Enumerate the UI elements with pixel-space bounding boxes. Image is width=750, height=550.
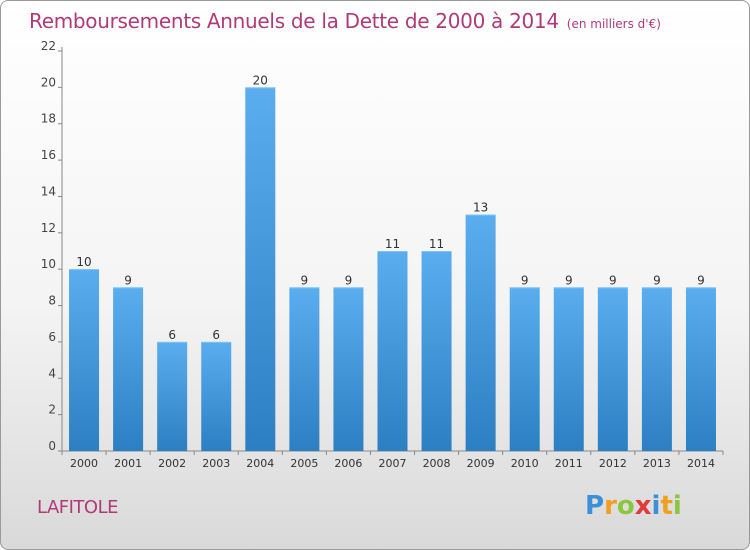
bar-value-label: 10 [76,255,91,269]
bar-value-label: 13 [473,201,488,215]
y-tick-label: 18 [41,112,56,126]
bar-value-label: 11 [429,237,444,251]
x-tick-label: 2004 [246,457,274,470]
y-tick-label: 8 [48,294,56,308]
bar-value-label: 9 [653,273,661,287]
bar-value-label: 6 [212,328,220,342]
x-tick-label: 2009 [467,457,495,470]
bars [69,87,716,451]
y-tick-label: 16 [41,148,56,162]
bar[interactable] [377,251,408,451]
chart-title: Remboursements Annuels de la Dette de 20… [29,9,661,33]
y-tick-label: 4 [48,366,56,380]
bar[interactable] [333,287,364,451]
bar-value-label: 20 [253,73,268,87]
title-unit: (en milliers d'€) [566,17,661,31]
x-tick-label: 2005 [290,457,318,470]
y-tick-label: 2 [48,403,56,417]
x-tick-label: 2006 [334,457,362,470]
logo-letter: o [616,491,635,521]
x-tick-label: 2011 [555,457,583,470]
bar-value-label: 6 [168,328,176,342]
proxiti-logo[interactable]: Proxiti [585,491,682,521]
bar-value-label: 9 [697,273,705,287]
y-tick-label: 12 [41,221,56,235]
title-text: Remboursements Annuels de la Dette de 20… [29,9,559,33]
x-tick-label: 2002 [158,457,186,470]
x-tick-label: 2000 [70,457,98,470]
x-tick-label: 2014 [687,457,715,470]
x-tick-label: 2012 [599,457,627,470]
bar-value-label: 9 [345,273,353,287]
bar-value-label: 9 [609,273,617,287]
y-tick-label: 22 [41,39,56,53]
logo-letter: i [651,491,661,521]
bar[interactable] [245,87,276,451]
logo-letter: r [604,491,617,521]
bar-value-label: 9 [301,273,309,287]
bar-value-label: 9 [124,273,132,287]
x-tick-label: 2010 [511,457,539,470]
logo-letter: i [672,491,682,521]
bar[interactable] [157,341,188,451]
y-tick-label: 10 [41,257,56,271]
bar[interactable] [685,287,716,451]
bar[interactable] [465,214,496,451]
bar-value-label: 9 [521,273,529,287]
bar[interactable] [509,287,540,451]
x-tick-label: 2003 [202,457,230,470]
bar[interactable] [641,287,672,451]
data-labels: 10 2000 9 2001 6 2002 6 2003 20 2004 9 2005 9 2006 11 2… [70,73,715,470]
x-tick-label: 2007 [379,457,407,470]
x-tick-label: 2001 [114,457,142,470]
x-tick-label: 2008 [423,457,451,470]
bar[interactable] [113,287,144,451]
bar[interactable] [597,287,628,451]
logo-letter: x [634,491,652,521]
bar-value-label: 11 [385,237,400,251]
logo-letter: t [660,491,673,521]
y-tick-label: 14 [41,184,56,198]
town-name: LAFITOLE [37,497,118,518]
y-tick-label: 6 [48,330,56,344]
x-tick-label: 2013 [643,457,671,470]
logo-letter: P [585,491,605,521]
bar[interactable] [553,287,584,451]
y-tick-label: 20 [41,75,56,89]
y-tick-label: 0 [48,439,56,453]
bar-value-label: 9 [565,273,573,287]
bar[interactable] [289,287,320,451]
bar[interactable] [421,251,452,451]
bar[interactable] [69,269,100,451]
bar[interactable] [201,341,232,451]
